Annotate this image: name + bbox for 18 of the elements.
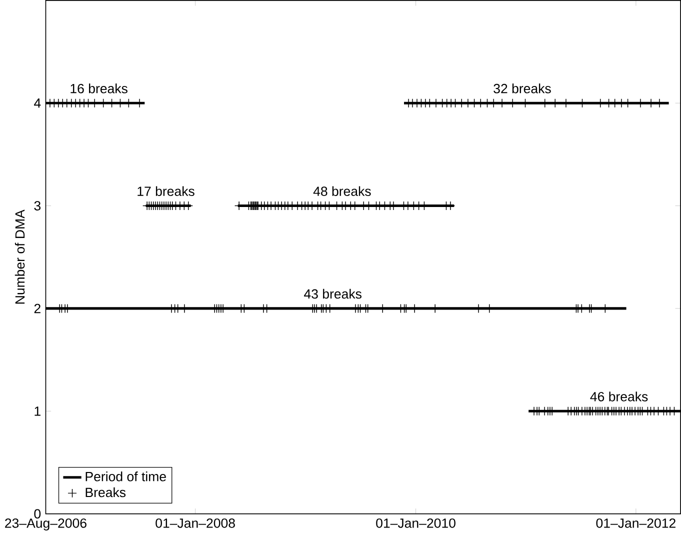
y-tick-label: 3 <box>34 201 41 211</box>
legend-label: Period of time <box>86 472 166 482</box>
annotation: 16 breaks <box>70 84 128 94</box>
y-axis-title: Number of DMA <box>14 210 25 304</box>
x-tick-label: 01–Jan–2008 <box>156 518 235 528</box>
x-tick-label: 01–Jan–2010 <box>376 518 456 528</box>
x-tick-label: 01–Jan–2012 <box>596 518 676 528</box>
annotation: 43 breaks <box>304 288 362 299</box>
y-tick-label: 4 <box>34 98 41 108</box>
y-tick-label: 0 <box>34 509 41 519</box>
annotation: 32 breaks <box>494 84 551 94</box>
annotation: 17 breaks <box>138 186 194 196</box>
x-tick-label: 23–Aug–2006 <box>5 518 86 531</box>
y-tick-label: 1 <box>34 406 40 416</box>
annotation: 46 breaks <box>590 392 648 402</box>
legend-label: Breaks <box>86 487 126 498</box>
y-tick-label: 2 <box>34 304 40 314</box>
annotation: 48 breaks <box>313 186 371 196</box>
